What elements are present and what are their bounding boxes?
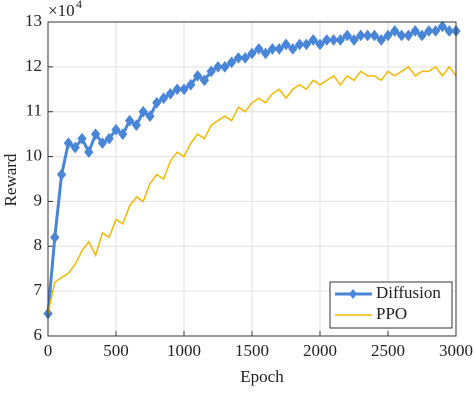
series-marker (301, 38, 312, 51)
series-line (47, 65, 457, 314)
series-marker (288, 43, 298, 55)
series-marker (138, 105, 148, 118)
series-marker (172, 83, 182, 96)
x-axis-label: Epoch (240, 367, 284, 386)
x-tick-label: 3000 (439, 341, 473, 360)
series-marker (403, 29, 414, 42)
series-marker (186, 78, 196, 91)
y-tick-label: 11 (26, 101, 42, 120)
series-marker (206, 65, 216, 78)
series-marker (410, 25, 420, 37)
series-marker (274, 43, 284, 55)
series-marker (417, 29, 427, 42)
y-tick-label: 8 (34, 235, 43, 254)
y-axis-label: Reward (1, 153, 20, 206)
series-marker (70, 141, 80, 154)
series-marker (220, 61, 230, 73)
y-tick-label: 12 (25, 56, 42, 75)
legend-label: PPO (376, 304, 407, 323)
y-tick-label: 10 (25, 145, 42, 164)
series-marker (356, 29, 366, 42)
series-marker (118, 128, 128, 140)
series-marker (362, 29, 373, 42)
series-marker (233, 52, 244, 64)
series-marker (342, 29, 352, 42)
series-marker (226, 56, 237, 69)
series-marker (111, 123, 121, 136)
y-tick-label: 7 (34, 280, 43, 299)
y-tick-label: 9 (34, 190, 43, 209)
series-marker (131, 119, 142, 131)
series-marker (383, 29, 393, 42)
series-marker (390, 25, 400, 37)
x-tick-label: 500 (103, 341, 129, 360)
series-marker (50, 231, 60, 244)
series-marker (97, 137, 108, 149)
plot-frame (47, 21, 457, 337)
series-marker (145, 110, 155, 123)
series-marker (165, 87, 176, 100)
series-marker (315, 38, 325, 51)
legend-box (329, 281, 453, 329)
series-marker (322, 34, 332, 46)
series-marker (84, 146, 94, 158)
series-marker (294, 38, 305, 51)
series-marker (247, 47, 257, 60)
series-marker (152, 96, 162, 109)
series-marker (437, 20, 448, 33)
series-marker (199, 74, 210, 87)
series-marker (77, 132, 87, 145)
x-tick-label: 1000 (167, 341, 201, 360)
series-marker (267, 43, 278, 55)
series-marker (240, 52, 250, 64)
series-marker (124, 114, 135, 127)
series-marker (179, 83, 189, 96)
series-marker (376, 34, 386, 46)
series-marker (213, 61, 223, 73)
y-tick-label: 6 (34, 325, 43, 344)
series-marker (63, 137, 74, 149)
series-marker (335, 34, 346, 46)
x-tick-label: 1500 (235, 341, 269, 360)
series-marker (308, 34, 318, 46)
series-marker (444, 25, 454, 37)
series-marker (56, 168, 67, 181)
x-tick-label: 0 (44, 341, 53, 360)
series-marker (369, 29, 380, 42)
y-multiplier-exponent: 4 (76, 0, 82, 11)
y-tick-label: 13 (25, 11, 42, 30)
series-marker (254, 43, 264, 55)
series-marker (104, 132, 114, 145)
series-marker (328, 34, 339, 46)
legend-label: Diffusion (376, 283, 441, 302)
y-multiplier: ×10 (48, 1, 75, 20)
series-marker (430, 25, 441, 37)
series-marker (281, 38, 291, 51)
series-marker (90, 128, 101, 140)
series-marker (424, 25, 434, 37)
series-marker (396, 29, 407, 42)
x-tick-label: 2500 (371, 341, 405, 360)
series-marker (158, 92, 169, 105)
series-marker (260, 47, 271, 60)
x-tick-label: 2000 (303, 341, 337, 360)
series-marker (192, 70, 203, 82)
series-marker (349, 34, 359, 46)
legend-marker (349, 289, 357, 299)
